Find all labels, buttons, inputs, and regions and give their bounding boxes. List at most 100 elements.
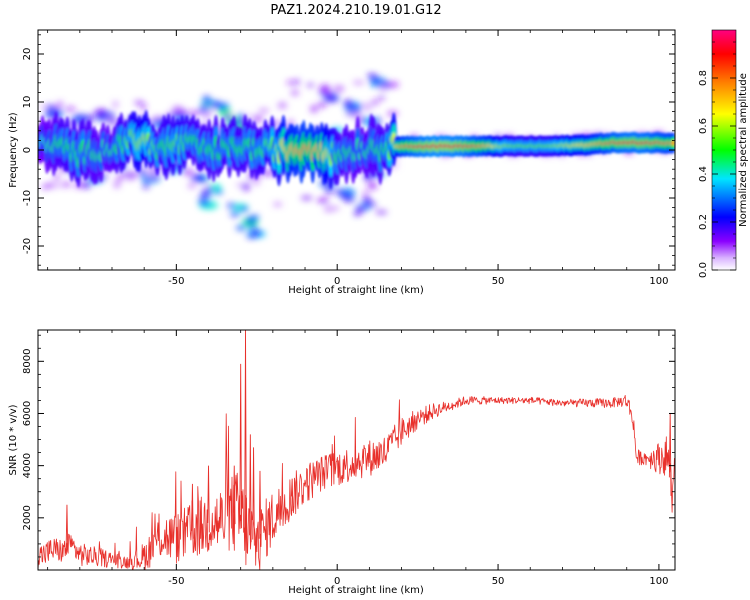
spectrogram-speckle bbox=[106, 115, 113, 122]
spectrogram-speckle bbox=[205, 185, 212, 190]
spectrogram-speckle bbox=[252, 179, 260, 185]
spectrogram-speckle bbox=[277, 102, 287, 109]
snr-x-axis-label: Height of straight line (km) bbox=[288, 585, 424, 596]
spectrogram-x-axis-label: Height of straight line (km) bbox=[288, 285, 424, 296]
spectrogram-speckle bbox=[112, 101, 118, 108]
snr-plot-area bbox=[38, 330, 675, 570]
spectrogram-x-tick-label: -50 bbox=[168, 276, 184, 287]
spectrogram-blob bbox=[236, 224, 247, 231]
spectrogram-blob bbox=[220, 102, 229, 110]
spectrogram-panel: -50 0 50 100 -20 -10 0 10 20 Height of straight … bbox=[8, 29, 676, 296]
snr-y-axis-label: SNR (10 * v/v) bbox=[8, 404, 19, 475]
spectrogram-speckle bbox=[333, 85, 345, 92]
spectrogram-blob bbox=[74, 114, 85, 120]
spectrogram-speckle bbox=[120, 172, 133, 176]
spectrogram-blob bbox=[214, 103, 223, 109]
spectrogram-speckle bbox=[371, 99, 378, 106]
spectrogram-blob bbox=[367, 73, 376, 79]
spectrogram-blob bbox=[246, 233, 258, 239]
spectrogram-blob bbox=[198, 198, 207, 205]
spectrogram-ticks: -50 0 50 100 -20 -10 0 10 20 bbox=[22, 30, 675, 287]
spectrogram-speckle bbox=[116, 175, 124, 181]
spectrogram-blob bbox=[249, 225, 257, 231]
spectrogram-speckle bbox=[363, 105, 372, 112]
spectrogram-speckle bbox=[209, 108, 215, 114]
snr-spike bbox=[249, 434, 252, 543]
spectrogram-blob bbox=[249, 214, 260, 221]
spectrogram-y-tick-label: 10 bbox=[22, 96, 33, 109]
snr-spike bbox=[258, 470, 262, 545]
spectrogram-ridge-core bbox=[671, 140, 675, 146]
spectrogram-y-tick-label: 20 bbox=[22, 48, 33, 61]
colorbar-tick-label: 0.2 bbox=[698, 214, 709, 230]
spectrogram-speckle bbox=[64, 107, 76, 112]
spectrogram-y-axis-label: Frequency (Hz) bbox=[8, 112, 19, 188]
spectrogram-speckle bbox=[204, 112, 210, 119]
snr-x-tick-label: 50 bbox=[492, 576, 505, 587]
spectrogram-speckle bbox=[332, 206, 340, 211]
spectrogram-speckle bbox=[295, 79, 300, 85]
spectrogram-speckle bbox=[201, 105, 208, 109]
snr-y-tick-label: 8000 bbox=[22, 349, 33, 374]
spectrogram-y-tick-label: -10 bbox=[22, 190, 33, 206]
colorbar-tick-label: 0.8 bbox=[698, 70, 709, 86]
spectrogram-blob bbox=[142, 182, 150, 189]
colorbar-label: Normalized spectral amplitude bbox=[738, 73, 749, 227]
spectrogram-speckle bbox=[55, 183, 61, 188]
spectrogram-speckle bbox=[247, 113, 253, 118]
spectrogram-heatmap bbox=[38, 73, 675, 239]
spectrogram-x-tick-label: 0 bbox=[334, 276, 340, 287]
spectrogram-speckle bbox=[310, 105, 318, 111]
snr-x-tick-label: -50 bbox=[168, 576, 184, 587]
spectrogram-speckle bbox=[322, 90, 330, 95]
spectrogram-blob bbox=[240, 206, 248, 212]
spectrogram-speckle bbox=[54, 174, 60, 182]
colorbar-tick-label: 0.4 bbox=[698, 166, 709, 182]
colorbar: 0.0 0.2 0.4 0.6 0.8 Normalized spectral ampl… bbox=[698, 29, 749, 278]
spectrogram-blob bbox=[325, 94, 337, 103]
colorbar-tick-label: 0.0 bbox=[698, 262, 709, 278]
spectrogram-speckle bbox=[176, 113, 186, 119]
spectrogram-speckle bbox=[113, 181, 121, 188]
spectrogram-blob bbox=[202, 95, 211, 104]
spectrogram-x-tick-label: 100 bbox=[649, 276, 668, 287]
spectrogram-blob bbox=[343, 99, 353, 108]
snr-spike bbox=[244, 330, 247, 537]
spectrogram-blob bbox=[226, 203, 237, 208]
spectrogram-speckle bbox=[367, 182, 378, 190]
snr-y-tick-label: 4000 bbox=[22, 453, 33, 478]
snr-spike bbox=[232, 465, 236, 525]
snr-x-tick-label: 0 bbox=[334, 576, 340, 587]
spectrogram-speckle bbox=[273, 202, 283, 207]
spectrogram-speckle bbox=[252, 115, 264, 123]
snr-panel: -50 0 50 100 2000 4000 6000 8000 Height of stra… bbox=[8, 329, 676, 596]
colorbar-tick-label: 0.6 bbox=[698, 118, 709, 134]
spectrogram-speckle bbox=[387, 111, 398, 116]
spectrogram-blob bbox=[82, 115, 95, 123]
spectrogram-speckle bbox=[352, 80, 365, 85]
spectrogram-speckle bbox=[323, 205, 334, 213]
spectrogram-speckle bbox=[62, 181, 71, 188]
spectrogram-blob bbox=[230, 211, 240, 217]
colorbar-ticks: 0.0 0.2 0.4 0.6 0.8 bbox=[698, 41, 736, 278]
snr-spike bbox=[191, 483, 194, 539]
spectrogram-speckle bbox=[387, 82, 399, 88]
spectrogram-speckle bbox=[265, 171, 272, 176]
spectrogram-speckle bbox=[182, 168, 195, 176]
snr-spike bbox=[252, 447, 255, 546]
snr-spike bbox=[207, 465, 210, 533]
colorbar-gradient bbox=[711, 29, 737, 271]
spectrogram-ridge bbox=[38, 109, 675, 190]
spectrogram-blob bbox=[340, 193, 351, 199]
spectrogram-blob bbox=[82, 181, 91, 189]
spectrogram-speckle bbox=[375, 210, 388, 215]
spectrogram-blob bbox=[324, 188, 333, 194]
spectrogram-speckle bbox=[172, 106, 184, 112]
spectrogram-speckle bbox=[317, 102, 327, 108]
spectrogram-blob bbox=[200, 190, 212, 198]
spectrogram-blob bbox=[44, 112, 56, 117]
spectrogram-speckle bbox=[134, 101, 144, 105]
spectrogram-speckle bbox=[147, 170, 157, 178]
spectrogram-speckle bbox=[306, 83, 314, 87]
spectrogram-speckle bbox=[377, 96, 386, 100]
